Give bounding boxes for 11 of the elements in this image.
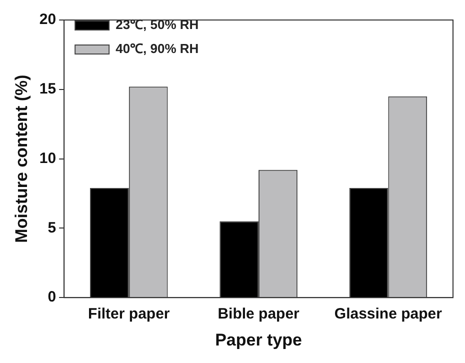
y-axis-title: Moisture content (%) [12,74,31,243]
x-tick-label: Bible paper [218,306,300,323]
y-tick-label: 0 [48,288,56,306]
legend-label: 40℃, 90% RH [116,41,199,56]
y-tick-label: 20 [39,11,56,28]
x-tick-label: Glassine paper [334,306,442,323]
y-tick-label: 15 [39,80,56,98]
x-axis-title: Paper type [215,330,302,350]
x-tick-label: Filter paper [88,306,170,323]
y-tick-label: 10 [39,150,56,167]
y-tick-label: 5 [48,219,56,236]
